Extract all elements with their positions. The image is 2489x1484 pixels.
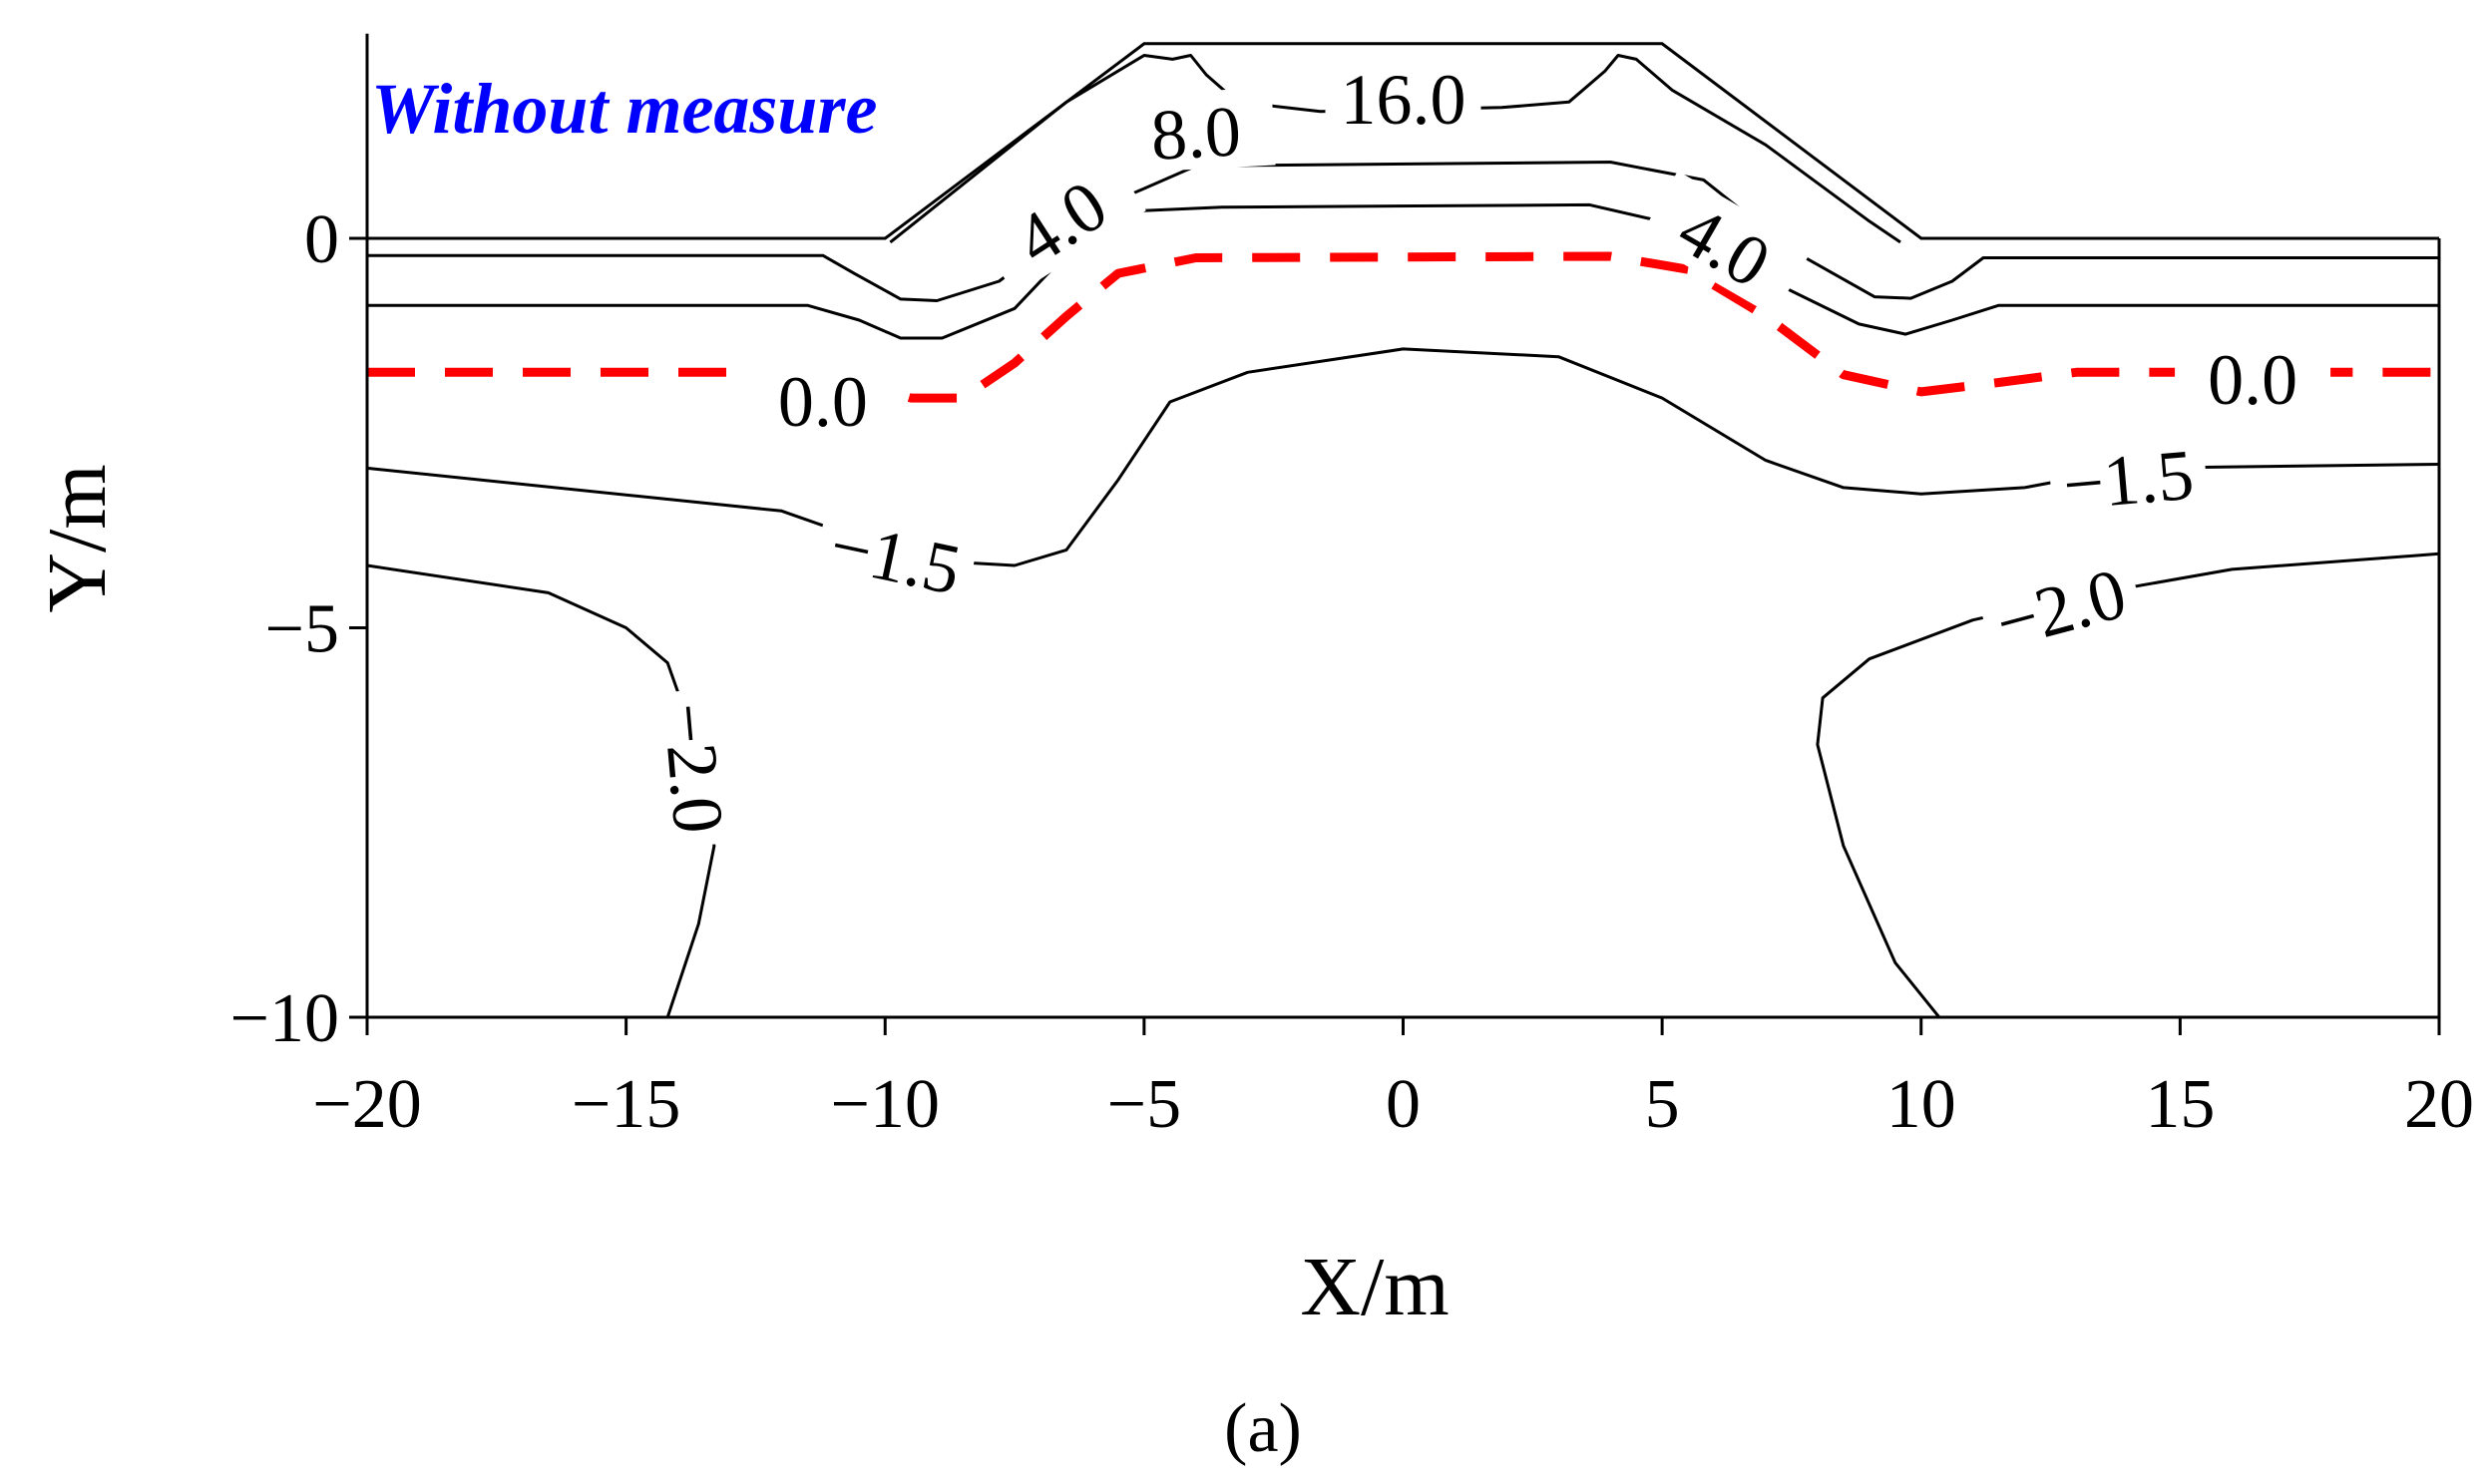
x-tick-label: −20 <box>312 1066 421 1143</box>
contour-label-group: 0.0 <box>2175 338 2331 420</box>
figure-caption: (a) <box>1224 1390 1302 1467</box>
contour-label-group: −1.5 <box>811 500 981 610</box>
x-tick-label: 0 <box>1386 1066 1421 1143</box>
plot-boundary <box>367 42 2439 240</box>
contour-line-8.0 <box>367 161 2439 302</box>
x-axis-title: X/m <box>1300 1241 1449 1333</box>
x-tick-label: −15 <box>572 1066 680 1143</box>
contour-label-bg <box>650 686 742 849</box>
contour-lines <box>366 54 2440 1018</box>
contour-label-group: −2.0 <box>1974 548 2146 664</box>
contour-label: −2.0 <box>1987 553 2134 663</box>
x-tick-label: 15 <box>2145 1066 2215 1143</box>
contour-label-bg <box>2175 338 2331 417</box>
contour-label: 0.0 <box>2208 340 2297 420</box>
tick-labels: −20 −15 −10 −5 0 5 10 15 20 0 −5 −10 <box>230 201 2474 1143</box>
axes <box>349 33 2441 1035</box>
contour-line-16.0 <box>889 54 1901 244</box>
y-tick-label: 0 <box>304 201 339 278</box>
contour-label-group: 0.0 <box>744 360 901 442</box>
contour-label-group: 8.0 <box>1115 87 1276 176</box>
contour-label: −1.5 <box>823 505 967 609</box>
contour-label: 0.0 <box>778 362 868 442</box>
contour-label: −1.5 <box>2060 435 2197 526</box>
contour-label-group: 16.0 <box>1325 58 1481 140</box>
x-tick-label: 20 <box>2404 1066 2474 1143</box>
annotation-text: Without measure <box>371 69 877 149</box>
y-axis-title: Y/m <box>31 464 124 612</box>
y-tick-label: −5 <box>265 591 339 668</box>
x-tick-label: 5 <box>1645 1066 1680 1143</box>
contour-label: 16.0 <box>1341 60 1466 140</box>
contour-label: 8.0 <box>1149 91 1243 176</box>
contour-label-bg <box>744 360 901 438</box>
contour-line-4.0 <box>367 202 2439 340</box>
contour-label: −2.0 <box>648 700 739 837</box>
contour-label-group: 4.0 <box>1638 171 1813 316</box>
contour-label-bg <box>1638 171 1813 316</box>
x-tick-label: −5 <box>1107 1066 1181 1143</box>
contour-label-bg <box>1325 58 1481 136</box>
contour-label-bg <box>2047 431 2210 523</box>
contour-labels: 16.08.04.0 4.00.0 0.0−1.5−1.5−2.0−2.0 <box>648 58 2331 849</box>
x-tick-label: −10 <box>831 1066 940 1143</box>
contour-label-bg <box>1115 87 1276 174</box>
contour-label-group: −2.0 <box>648 686 742 849</box>
x-tick-label: 10 <box>1886 1066 1956 1143</box>
contour-label-bg <box>811 500 981 609</box>
dam-boundary-line <box>367 42 2439 240</box>
contour-label-group: −1.5 <box>2047 431 2210 526</box>
contour-label-bg <box>973 145 1146 296</box>
y-tick-label: −10 <box>230 980 339 1057</box>
contour-line-0.0 <box>367 251 2439 403</box>
contour-line--2.0-b <box>1816 552 2440 1018</box>
